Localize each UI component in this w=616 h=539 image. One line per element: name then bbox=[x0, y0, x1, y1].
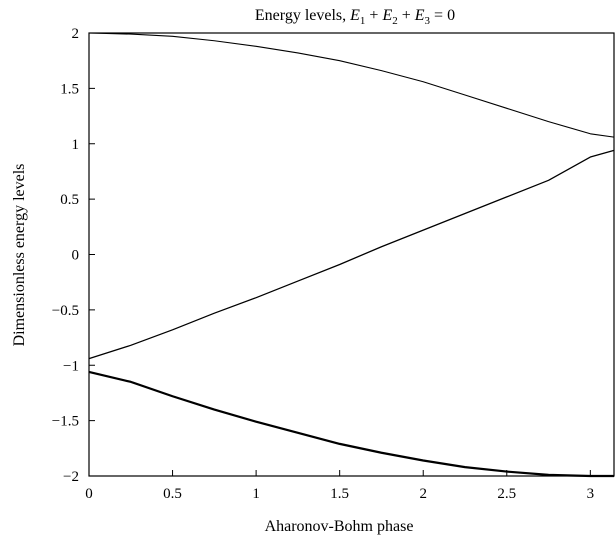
y-tick-label: −1 bbox=[63, 358, 79, 374]
y-tick-label: −0.5 bbox=[52, 303, 79, 319]
y-tick-label: 1 bbox=[72, 137, 80, 153]
x-tick-label: 3 bbox=[587, 486, 595, 502]
y-tick-label: 0 bbox=[72, 248, 80, 264]
y-tick-label: 1.5 bbox=[60, 81, 79, 97]
plot-frame bbox=[88, 32, 615, 477]
chart-title: Energy levels, E1 + E2 + E3 = 0 bbox=[255, 7, 455, 27]
series-line-1 bbox=[88, 32, 615, 138]
x-tick-label: 0.5 bbox=[163, 486, 182, 502]
x-tick-label: 2 bbox=[419, 486, 427, 502]
x-tick-label: 1.5 bbox=[330, 486, 349, 502]
y-tick-label: 2 bbox=[72, 26, 80, 42]
x-tick-label: 1 bbox=[252, 486, 260, 502]
x-tick-label: 0 bbox=[85, 486, 93, 502]
y-tick-label: 0.5 bbox=[60, 192, 79, 208]
y-tick-label: −1.5 bbox=[52, 414, 79, 430]
y-tick-label: −2 bbox=[63, 469, 79, 485]
y-axis-label: Dimensionless energy levels bbox=[11, 164, 28, 347]
x-axis-label: Aharonov-Bohm phase bbox=[265, 518, 414, 535]
series-line-3 bbox=[88, 370, 614, 478]
x-tick-label: 2.5 bbox=[497, 486, 516, 502]
series-line-2 bbox=[88, 149, 615, 360]
